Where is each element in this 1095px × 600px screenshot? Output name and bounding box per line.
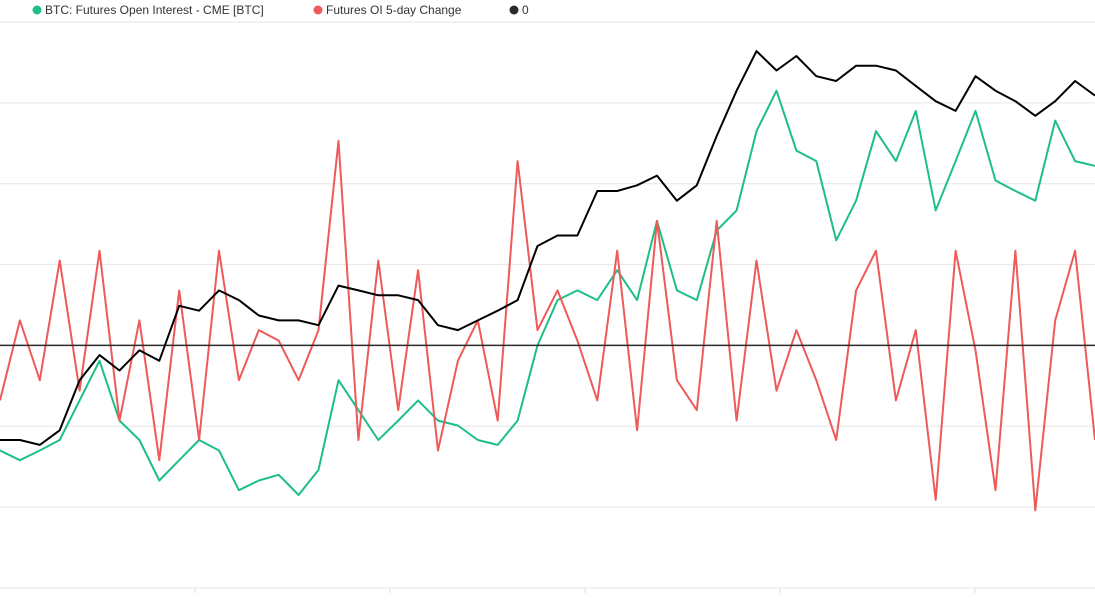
- legend-label: 0: [522, 3, 529, 17]
- legend-dot: [313, 5, 323, 15]
- series-line: [0, 139, 1095, 512]
- series-line: [0, 89, 1095, 496]
- black-series-line: [0, 50, 1095, 446]
- legend-dot: [509, 5, 519, 15]
- legend-label: Futures OI 5-day Change: [326, 3, 462, 17]
- legend-label: BTC: Futures Open Interest - CME [BTC]: [45, 3, 264, 17]
- legend-dot: [32, 5, 42, 15]
